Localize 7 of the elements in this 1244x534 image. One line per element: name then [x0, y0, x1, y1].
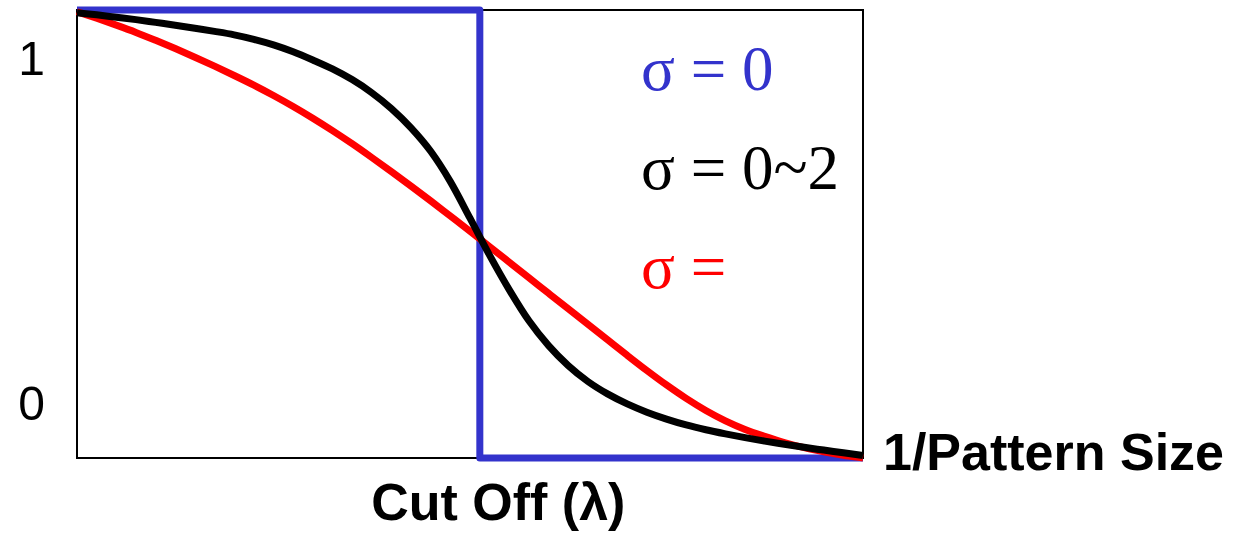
text: σ = 0 [640, 34, 774, 104]
series-label: σ = [640, 232, 727, 302]
y-tick-label: 0 [18, 376, 45, 430]
x-axis-title: 1/Pattern Size [883, 423, 1225, 481]
text: Cut Off (λ) [371, 473, 626, 531]
y-tick-label: 1 [18, 31, 45, 85]
text: σ = 0~2 [640, 133, 839, 203]
